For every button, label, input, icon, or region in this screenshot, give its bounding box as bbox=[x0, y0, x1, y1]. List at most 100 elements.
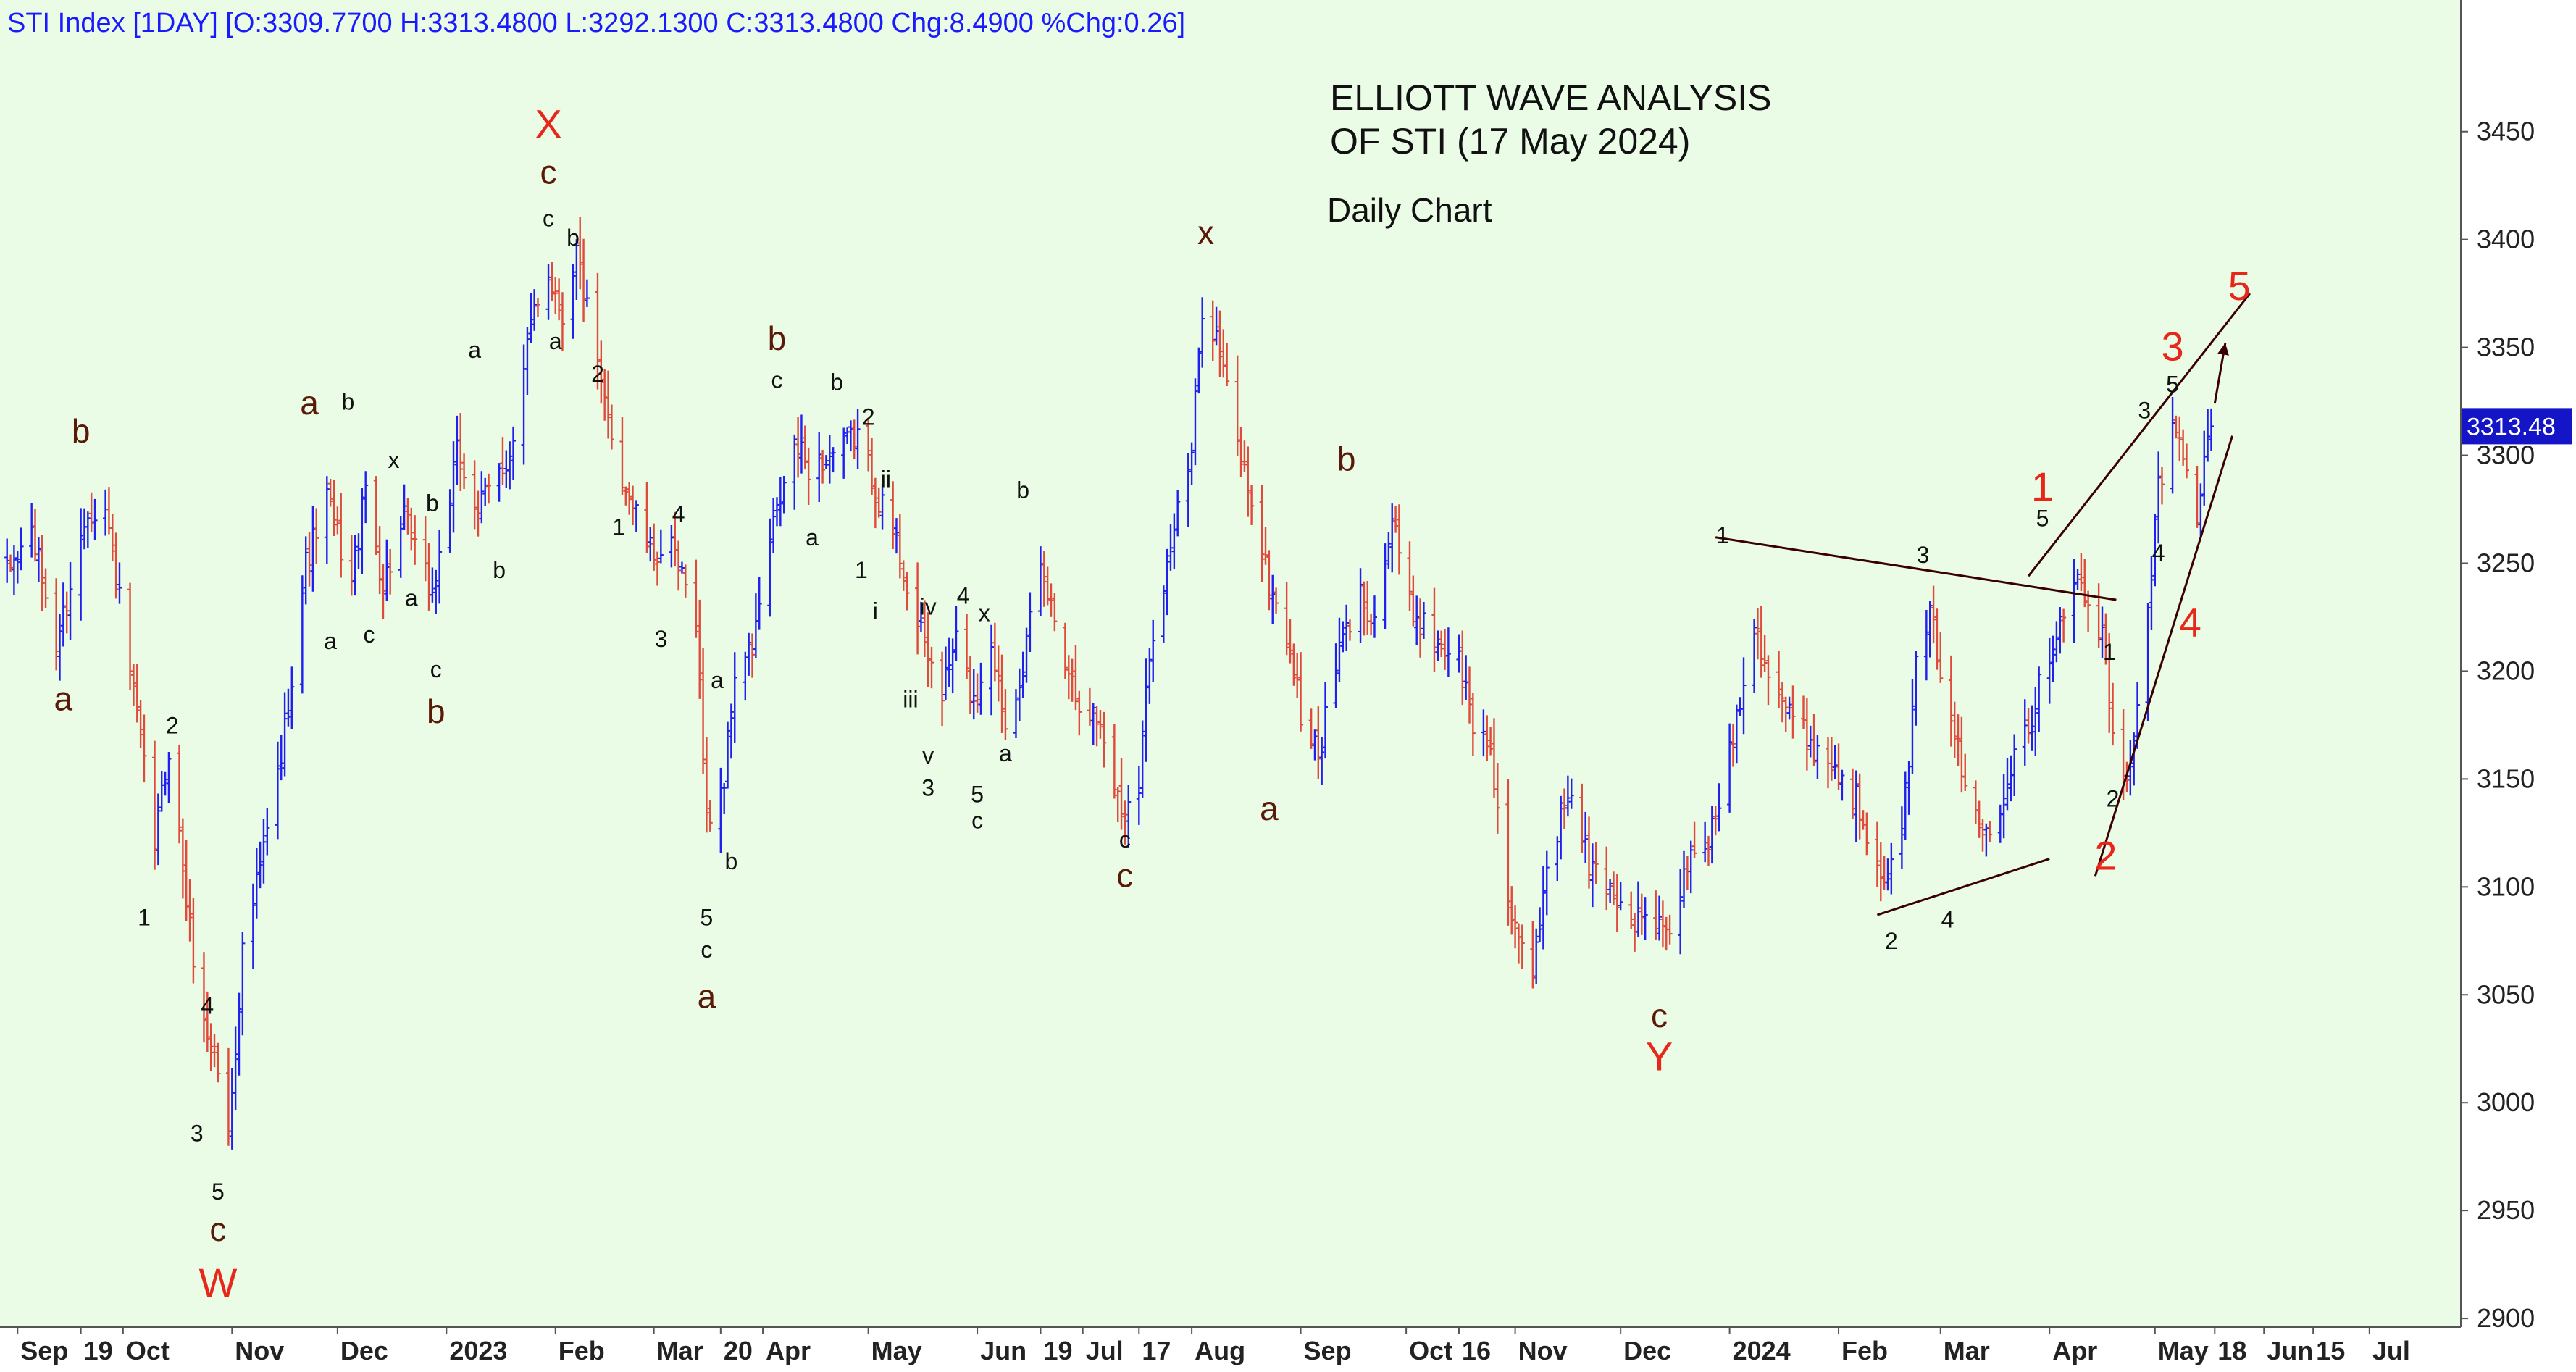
x-tick-label: May bbox=[871, 1336, 922, 1365]
price-bar bbox=[989, 624, 995, 716]
price-bar bbox=[117, 562, 122, 604]
price-bar bbox=[1045, 566, 1050, 606]
wave-label: 2 bbox=[862, 403, 875, 430]
price-bar bbox=[595, 272, 601, 390]
price-bar bbox=[921, 600, 927, 658]
price-bar bbox=[830, 447, 836, 473]
price-bar bbox=[1853, 770, 1859, 842]
price-bar bbox=[33, 508, 38, 562]
price-bar bbox=[2075, 569, 2081, 590]
price-bar bbox=[2149, 556, 2154, 631]
price-bar bbox=[1618, 882, 1623, 911]
price-bar bbox=[1470, 693, 1476, 756]
price-bar bbox=[703, 737, 709, 833]
wave-label: 5 bbox=[2166, 372, 2179, 398]
price-bar bbox=[373, 476, 379, 555]
price-bar bbox=[430, 567, 435, 603]
price-bar bbox=[855, 409, 861, 469]
wave-label: x bbox=[979, 600, 990, 626]
price-bar bbox=[359, 488, 365, 574]
price-bar bbox=[1020, 651, 1026, 698]
chart-title-line-2: OF STI (17 May 2024) bbox=[1330, 121, 1690, 162]
price-bar bbox=[1494, 762, 1500, 834]
price-bar bbox=[1016, 668, 1022, 721]
price-bar bbox=[1263, 527, 1268, 565]
price-bar bbox=[1171, 513, 1177, 569]
wave-label: 1 bbox=[1716, 522, 1729, 548]
price-bar bbox=[1519, 924, 1525, 969]
price-bar bbox=[1660, 900, 1665, 948]
price-bar bbox=[1952, 701, 1957, 758]
price-bar bbox=[2061, 608, 2067, 643]
price-bar bbox=[802, 425, 808, 470]
price-bar bbox=[2131, 732, 2137, 786]
price-bar bbox=[1962, 753, 1968, 791]
price-bar bbox=[225, 1047, 231, 1146]
price-bar bbox=[78, 508, 84, 621]
price-bar bbox=[166, 751, 172, 804]
x-tick-label: Aug bbox=[1195, 1336, 1245, 1365]
price-bar bbox=[1716, 783, 1722, 832]
price-bar bbox=[545, 264, 551, 320]
price-bar bbox=[598, 340, 604, 404]
wave-label: a bbox=[698, 977, 716, 1015]
price-bar bbox=[1118, 758, 1124, 830]
price-bar bbox=[409, 507, 414, 551]
price-bar bbox=[64, 591, 70, 634]
price-bar bbox=[1126, 785, 1132, 848]
price-bar bbox=[39, 534, 45, 611]
wave-label: 4 bbox=[957, 583, 970, 609]
price-bar bbox=[1678, 869, 1684, 955]
price-bar bbox=[2057, 606, 2063, 654]
price-bar bbox=[384, 539, 390, 601]
wave-label: c bbox=[430, 656, 442, 682]
price-bar bbox=[191, 898, 196, 984]
chart-header: STI Index [1DAY] [O:3309.7700 H:3313.480… bbox=[7, 8, 1185, 38]
price-bar bbox=[1530, 921, 1536, 989]
price-bar bbox=[2194, 465, 2200, 528]
price-bar bbox=[2208, 408, 2214, 451]
arrow-head bbox=[2217, 343, 2229, 356]
price-bar bbox=[574, 239, 580, 301]
wave-label: b bbox=[426, 490, 439, 516]
price-bar bbox=[1779, 682, 1785, 723]
price-axis-ticks: 2900 2950 3000 3050 3100 3150 3200 3250 3300 3350… bbox=[2461, 117, 2535, 1333]
price-bar bbox=[1037, 546, 1043, 616]
price-bar bbox=[1143, 658, 1149, 762]
price-bar bbox=[1456, 634, 1462, 673]
price-bar bbox=[1069, 658, 1075, 702]
wave-label: c bbox=[701, 937, 712, 963]
x-tick-label: 17 bbox=[1142, 1336, 1171, 1365]
price-bar bbox=[348, 535, 354, 596]
price-bar bbox=[1344, 604, 1350, 651]
price-bar bbox=[2012, 734, 2017, 796]
price-bar bbox=[651, 523, 657, 571]
price-bar bbox=[1864, 812, 1870, 856]
price-bar bbox=[1439, 630, 1444, 658]
price-bar bbox=[1593, 842, 1599, 884]
price-bar bbox=[1811, 714, 1817, 766]
price-bar bbox=[606, 370, 611, 439]
price-bar bbox=[299, 575, 305, 694]
price-bar bbox=[314, 508, 319, 564]
price-bar bbox=[2198, 483, 2204, 537]
price-bar bbox=[841, 427, 847, 479]
wave-label: 3 bbox=[191, 1120, 204, 1146]
price-bar bbox=[1938, 632, 1944, 683]
price-bar bbox=[1702, 821, 1708, 863]
price-bar bbox=[602, 369, 608, 421]
price-bar bbox=[1709, 806, 1715, 864]
price-bar bbox=[633, 500, 639, 532]
x-tick-label: Oct bbox=[1409, 1336, 1452, 1365]
x-tick-label: Feb bbox=[1841, 1336, 1888, 1365]
price-bar bbox=[1755, 608, 1760, 660]
price-bar bbox=[2033, 687, 2038, 756]
price-bar bbox=[1460, 630, 1465, 706]
wave-label: c bbox=[540, 153, 557, 191]
price-bar bbox=[798, 414, 804, 474]
price-bar bbox=[1910, 679, 1915, 774]
price-bar bbox=[180, 818, 185, 899]
price-bar bbox=[306, 532, 312, 587]
price-bar bbox=[1934, 608, 1940, 670]
price-bar bbox=[1136, 766, 1142, 825]
